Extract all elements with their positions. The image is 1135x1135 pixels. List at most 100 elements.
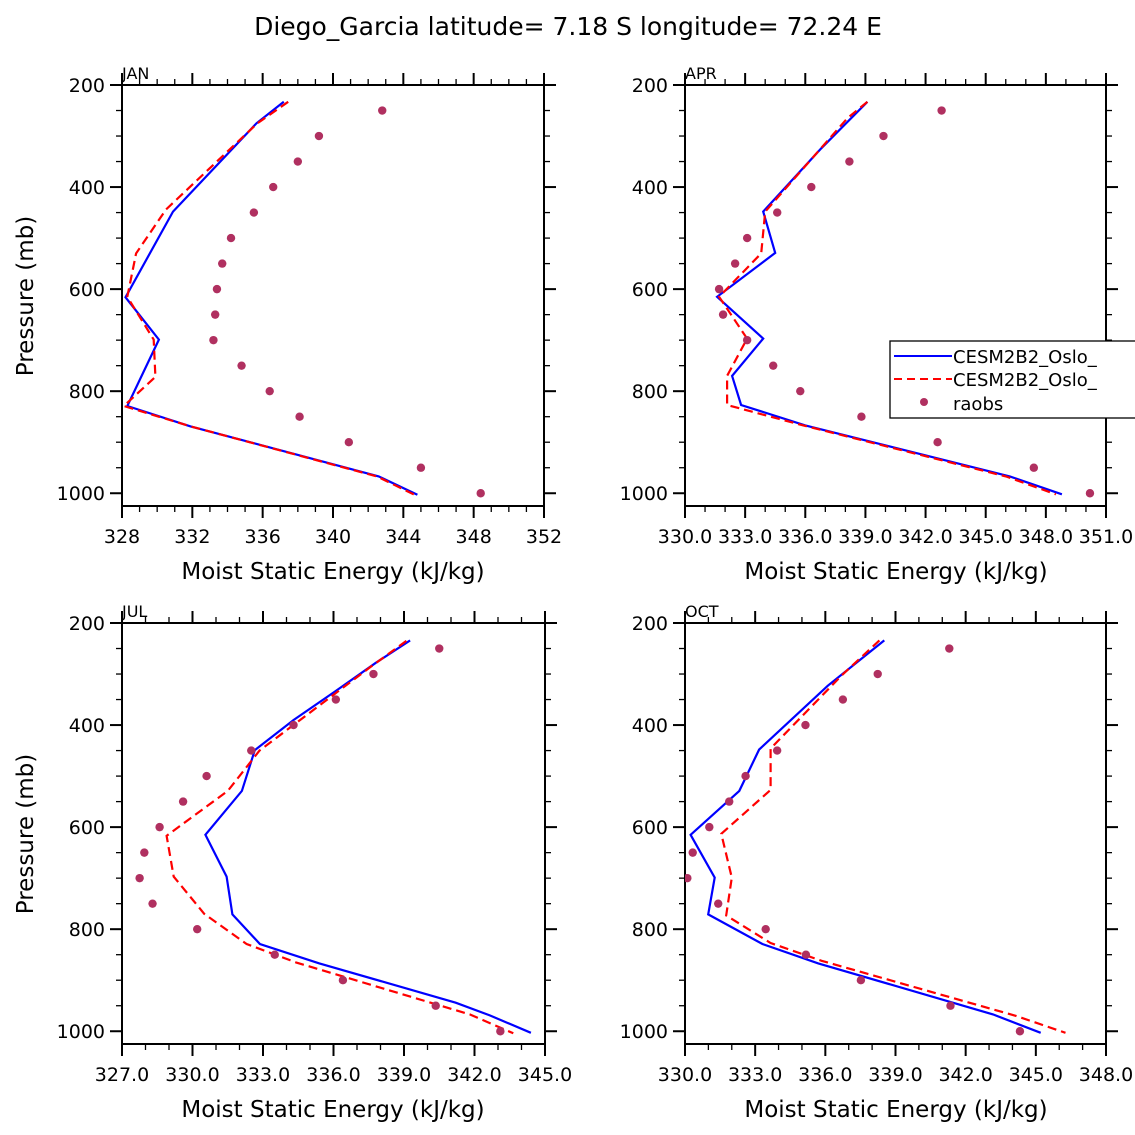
x-tick-label-apr: 330.0 bbox=[658, 526, 712, 548]
raobs-point-jan bbox=[249, 208, 259, 217]
y-tick-label-oct: 400 bbox=[632, 715, 668, 737]
raobs-point-jul bbox=[247, 746, 256, 755]
y-tick-label-jul: 400 bbox=[69, 715, 105, 737]
raobs-point-jan bbox=[344, 438, 354, 447]
raobs-point-apr bbox=[807, 182, 816, 192]
x-tick-label-oct: 330.0 bbox=[658, 1064, 712, 1086]
model2-line-jan bbox=[122, 100, 417, 497]
raobs-point-oct bbox=[772, 746, 782, 755]
raobs-point-jul bbox=[435, 644, 444, 653]
panel-label-oct: OCT bbox=[685, 602, 719, 621]
x-tick-label-jan: 328 bbox=[104, 526, 140, 548]
model2-line-oct bbox=[720, 639, 1066, 1034]
x-tick-label-oct: 342.0 bbox=[938, 1064, 992, 1086]
raobs-point-apr bbox=[714, 284, 724, 294]
x-tick-label-jan: 352 bbox=[526, 526, 562, 548]
panel-jan: JAN Moist Static Energy (kJ/kg) Pressure… bbox=[13, 64, 562, 585]
raobs-point-jan bbox=[269, 182, 278, 192]
raobs-point-apr bbox=[718, 310, 728, 319]
x-tick-label-apr: 342.0 bbox=[898, 526, 952, 548]
x-tick-label-jan: 348 bbox=[456, 526, 492, 548]
raobs-point-jul bbox=[202, 771, 211, 781]
legend: CESM2B2_Oslo_ CESM2B2_Oslo_ raobs bbox=[889, 340, 1135, 419]
raobs-point-oct bbox=[945, 644, 954, 653]
raobs-point-oct bbox=[685, 873, 692, 883]
figure-title: Diego_Garcia latitude= 7.18 S longitude=… bbox=[254, 12, 882, 41]
panel-apr: APR Moist Static Energy (kJ/kg) 330.0 333… bbox=[620, 64, 1134, 585]
raobs-point-apr bbox=[937, 106, 946, 115]
y-tick-label-oct: 800 bbox=[632, 919, 668, 941]
raobs-point-apr bbox=[742, 233, 752, 243]
x-tick-label-apr: 339.0 bbox=[838, 526, 892, 548]
model1-line-apr bbox=[715, 101, 1063, 496]
raobs-point-jul bbox=[155, 822, 164, 832]
y-tick-label-apr: 600 bbox=[632, 279, 668, 301]
series-group-apr bbox=[714, 100, 1095, 498]
raobs-point-apr bbox=[879, 131, 888, 141]
raobs-point-jan bbox=[295, 412, 304, 421]
raobs-point-apr bbox=[1029, 463, 1039, 472]
x-tick-label-jul: 339.0 bbox=[377, 1064, 431, 1086]
x-tick-label-jan: 344 bbox=[385, 526, 421, 548]
y-tick-label-jan: 200 bbox=[69, 75, 105, 97]
legend-label-model2: CESM2B2_Oslo_ bbox=[953, 370, 1098, 391]
raobs-point-jul bbox=[148, 899, 157, 908]
y-tick-label-jul: 800 bbox=[69, 919, 105, 941]
plot-frame-jul bbox=[121, 622, 546, 1045]
legend-swatch-raobs bbox=[920, 398, 928, 406]
raobs-point-jan bbox=[237, 361, 246, 370]
x-tick-label-jul: 327.0 bbox=[95, 1064, 149, 1086]
x-tick-label-oct: 333.0 bbox=[728, 1064, 782, 1086]
y-tick-label-jul: 1000 bbox=[57, 1021, 105, 1043]
raobs-point-jan bbox=[210, 310, 220, 319]
legend-label-raobs: raobs bbox=[953, 394, 1003, 415]
panel-jul: JUL Moist Static Energy (kJ/kg) Pressure… bbox=[13, 602, 572, 1123]
x-tick-label-apr: 351.0 bbox=[1079, 526, 1133, 548]
raobs-point-jan bbox=[209, 335, 218, 345]
raobs-point-oct bbox=[714, 899, 723, 908]
x-tick-label-jul: 336.0 bbox=[306, 1064, 360, 1086]
y-tick-label-jul: 200 bbox=[69, 613, 105, 635]
series-group-jul bbox=[135, 639, 532, 1036]
y-tick-label-oct: 200 bbox=[632, 613, 668, 635]
raobs-point-apr bbox=[730, 259, 740, 268]
raobs-point-jul bbox=[289, 720, 298, 730]
panel-label-apr: APR bbox=[685, 64, 717, 83]
x-axis-title-jul: Moist Static Energy (kJ/kg) bbox=[181, 1097, 484, 1123]
x-tick-label-oct: 339.0 bbox=[868, 1064, 922, 1086]
x-tick-label-apr: 348.0 bbox=[1019, 526, 1073, 548]
x-tick-label-apr: 333.0 bbox=[718, 526, 772, 548]
y-axis-title-jan: Pressure (mb) bbox=[13, 216, 39, 376]
y-tick-label-apr: 200 bbox=[632, 75, 668, 97]
y-tick-label-jan: 600 bbox=[69, 279, 105, 301]
raobs-point-jul bbox=[369, 669, 378, 679]
x-tick-label-jul: 330.0 bbox=[165, 1064, 219, 1086]
raobs-point-apr bbox=[933, 438, 942, 447]
raobs-point-jul bbox=[178, 797, 188, 806]
raobs-point-jan bbox=[265, 386, 274, 396]
raobs-point-apr bbox=[1085, 489, 1095, 498]
raobs-point-jan bbox=[226, 233, 236, 243]
raobs-point-apr bbox=[857, 412, 866, 421]
raobs-point-apr bbox=[796, 386, 805, 396]
raobs-point-oct bbox=[801, 950, 811, 959]
series-group-oct bbox=[685, 639, 1066, 1036]
y-axis-title-jul: Pressure (mb) bbox=[13, 754, 39, 914]
x-tick-label-jan: 336 bbox=[245, 526, 281, 548]
x-tick-label-jan: 332 bbox=[174, 526, 210, 548]
raobs-point-jan bbox=[378, 106, 387, 115]
raobs-point-oct bbox=[705, 822, 714, 832]
x-tick-label-oct: 348.0 bbox=[1079, 1064, 1133, 1086]
y-tick-label-jan: 800 bbox=[69, 381, 105, 403]
x-tick-label-oct: 336.0 bbox=[798, 1064, 852, 1086]
raobs-point-jul bbox=[193, 924, 202, 934]
raobs-point-oct bbox=[741, 771, 750, 781]
x-tick-label-jul: 333.0 bbox=[236, 1064, 290, 1086]
model1-line-jul bbox=[204, 639, 532, 1034]
raobs-point-jul bbox=[338, 976, 348, 985]
x-tick-label-jul: 342.0 bbox=[447, 1064, 501, 1086]
legend-label-model1: CESM2B2_Oslo_ bbox=[953, 347, 1098, 368]
raobs-point-jan bbox=[212, 284, 222, 294]
x-tick-label-jul: 345.0 bbox=[518, 1064, 572, 1086]
